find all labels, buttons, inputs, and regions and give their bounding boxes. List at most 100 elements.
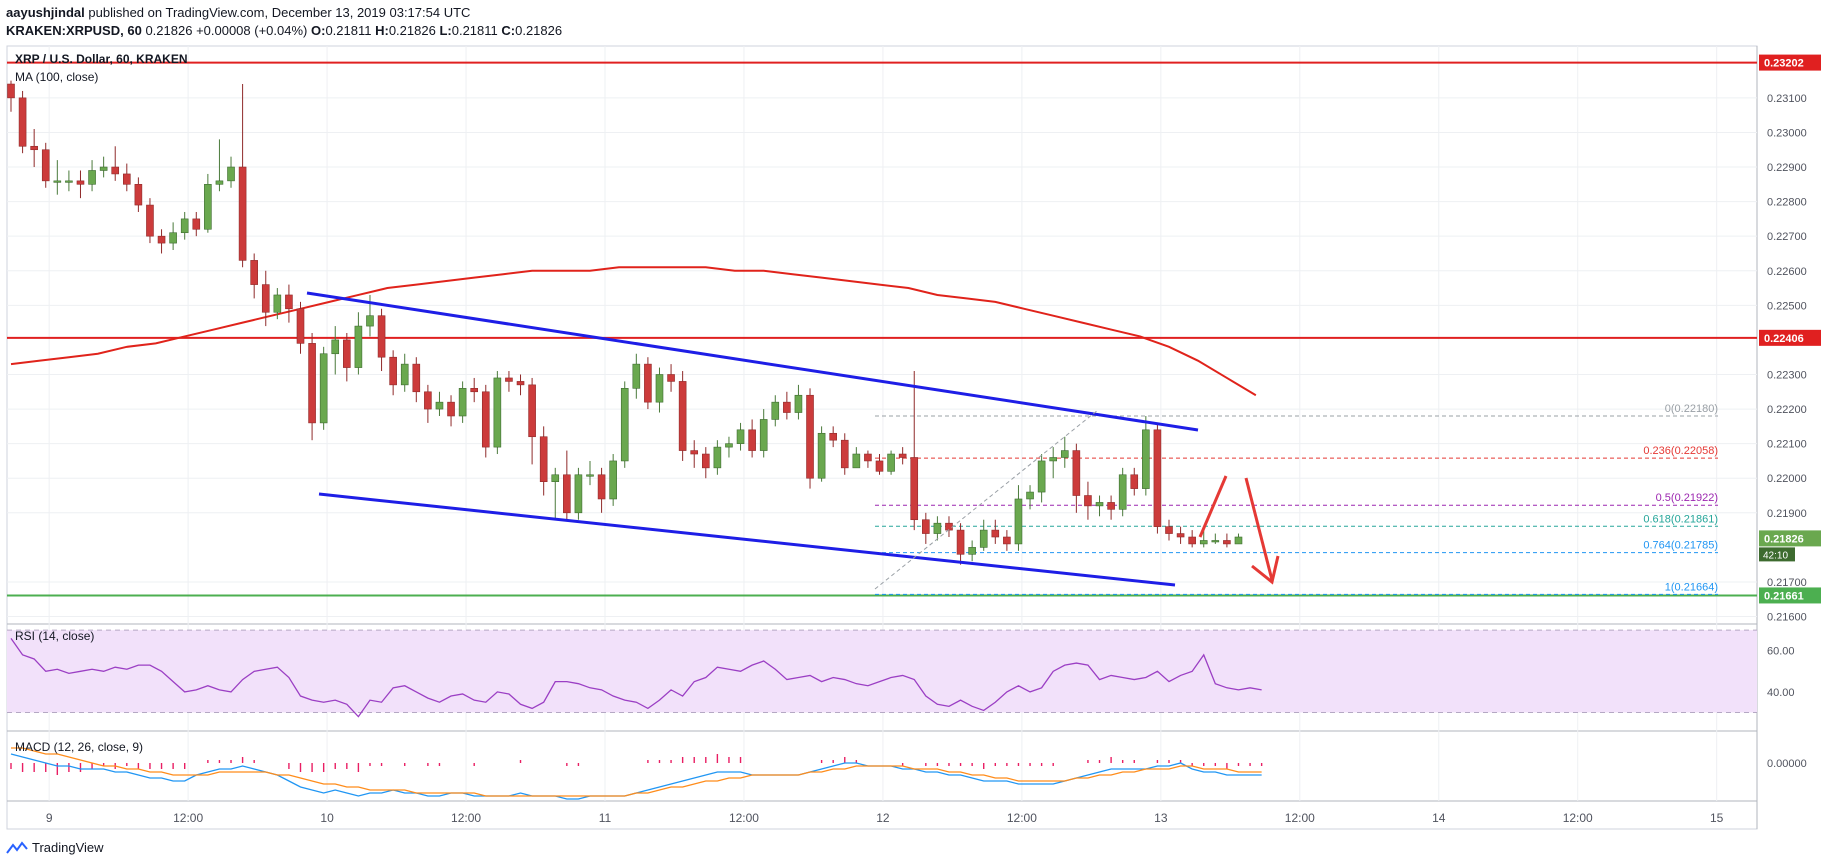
candlesticks [7,80,1243,565]
channel-lower-line[interactable] [318,492,1176,587]
price-tags: 0.23202 0.22406 0.21661 0.21826 42:10 [1759,54,1821,604]
price-tick-label: 0.22100 [1767,439,1807,451]
candle-body [678,381,687,451]
high-label: H: [375,23,389,38]
candle-body [377,315,386,358]
candle-body [53,180,62,183]
candle-body [331,339,340,355]
last-price-text: 0.21826 [1764,533,1804,545]
candle-body [308,343,316,424]
candle-body [783,401,791,413]
candle-body [285,294,293,310]
candle-body [435,401,444,410]
candle-body [412,363,421,393]
candle-body [516,381,525,386]
macd-tick-label: 0.00000 [1767,758,1807,770]
rsi-tick-label: 40.00 [1767,687,1795,699]
candle-body [157,235,166,244]
candle-body [1084,495,1092,507]
candle-body [655,374,664,403]
macd-line [10,753,1262,800]
candle-body [945,522,953,531]
up-arrow-drawing[interactable] [1198,475,1228,538]
time-tick-label: 12:00 [1285,811,1315,825]
candle-body [1176,533,1185,538]
candle-body [1118,474,1127,510]
publisher-name[interactable]: aayushjindal [6,5,85,20]
price-tick-label: 0.22500 [1767,300,1807,312]
price-tick-label: 0.21600 [1767,612,1807,624]
level-price-tag [1759,54,1821,71]
candle-body [713,446,722,469]
candle-body [296,308,305,344]
candle-body [1188,536,1196,545]
candle-body [88,170,96,185]
low-label: L: [439,23,452,38]
rsi-indicator [10,637,1262,718]
channel-upper-line[interactable] [306,291,1199,432]
close-value: 0.21826 [515,23,563,38]
time-tick-label: 12:00 [1007,811,1037,825]
candle-body [1130,474,1139,489]
candle-body [956,529,965,555]
price-tick-label: 0.22800 [1767,197,1807,209]
moving-average [10,266,1257,397]
fibonacci-levels: 0(0.22180) 0.236(0.22058) 0.5(0.21922) 0.61… [875,403,1718,595]
rsi-legend: RSI (14, close) [15,629,94,643]
candle-body [875,460,884,472]
time-tick-label: 12:00 [729,811,759,825]
down-arrow-drawing[interactable] [1244,477,1274,581]
pair-legend: XRP / U.S. Dollar, 60, KRAKEN [15,52,188,66]
down-arrow-head[interactable] [1251,555,1280,585]
open-value: 0.21811 [325,23,372,38]
fib-anchor-line[interactable] [874,409,1099,590]
ma-legend: MA (100, close) [15,70,98,84]
candle-body [586,474,594,477]
time-tick-label: 10 [320,811,334,825]
fib-level-label: 0.764(0.21785) [1643,540,1718,552]
candle-body [1003,536,1011,545]
candle-body [366,315,374,327]
high-value: 0.21826 [388,23,436,38]
candle-body [192,218,201,230]
countdown-text: 42:10 [1763,550,1788,561]
time-tick-label: 12:00 [1563,811,1593,825]
time-tick-label: 9 [46,811,53,825]
candle-body [7,83,15,99]
candle-body [424,391,432,410]
low-value: 0.21811 [451,23,498,38]
candle-body [979,529,988,548]
candle-body [748,429,756,451]
time-tick-label: 12 [876,811,890,825]
candle-body [343,339,351,368]
candle-body [1072,450,1081,496]
price-change: +0.00008 (+0.04%) [196,23,308,38]
fib-level-label: 0.5(0.21922) [1656,492,1718,504]
candle-body [852,453,861,469]
candle-body [134,184,143,206]
candle-body [736,429,745,444]
candle-body [1095,502,1104,507]
candle-body [458,388,467,417]
candle-body [840,439,849,469]
candle-body [389,356,397,386]
candle-body [76,180,85,185]
candle-body [146,204,154,237]
ma100-line [10,266,1257,397]
candle-body [1060,450,1069,458]
candle-body [1211,540,1220,543]
price-axis[interactable]: 0.23100 0.23000 0.22900 0.22800 0.22700 0.226… [1767,93,1807,770]
ohlc-line: KRAKEN:XRPUSD, 60 0.21826 +0.00008 (+0.0… [6,22,562,40]
candle-body [204,184,212,230]
candle-body [794,394,803,413]
candle-body [644,363,652,403]
candle-body [180,218,189,234]
price-tick-label: 0.21700 [1767,577,1807,589]
candle-body [1107,502,1115,510]
candle-body [169,232,177,244]
time-axis[interactable]: 9 12:00 10 12:00 11 12:00 12 12:00 13 12:00 14 12:0… [46,811,1724,825]
brand-name[interactable]: TradingView [32,840,104,855]
candle-body [250,260,258,285]
candle-body [910,457,919,521]
